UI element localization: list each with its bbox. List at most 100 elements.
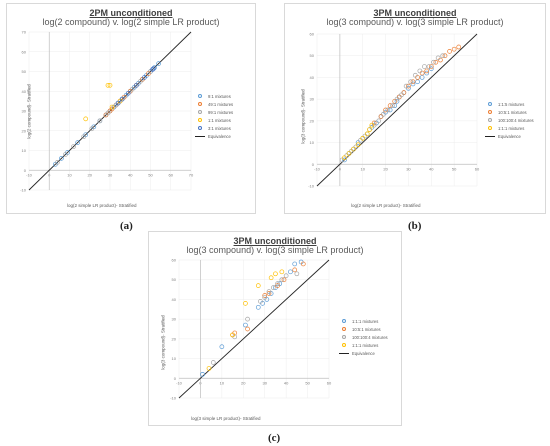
legend-marker-icon xyxy=(485,125,495,131)
data-point xyxy=(367,127,372,132)
data-point xyxy=(262,295,268,300)
y-tick-label: 60 xyxy=(22,49,27,54)
x-tick-label: 70 xyxy=(189,172,194,177)
data-point xyxy=(156,61,161,66)
data-point xyxy=(142,75,147,80)
data-point xyxy=(119,96,125,102)
data-point xyxy=(415,79,420,85)
x-tick-label: 30 xyxy=(406,166,411,171)
chart-b-title-bold: 3PM unconditioned xyxy=(373,8,457,18)
data-point xyxy=(255,283,261,288)
caption-c: (c) xyxy=(268,432,281,444)
legend-marker-icon xyxy=(195,125,205,131)
y-tick-label: 40 xyxy=(22,89,27,94)
y-tick-label: 0 xyxy=(24,168,27,173)
data-point xyxy=(243,301,248,306)
y-tick-label: 10 xyxy=(172,356,177,361)
data-point xyxy=(105,82,111,88)
legend-label: Equivalence xyxy=(208,133,231,139)
legend-marker-icon xyxy=(195,109,205,115)
legend-entry: 1:1:1 mixtures xyxy=(485,124,534,132)
legend-marker-circle xyxy=(198,94,202,98)
data-point xyxy=(385,107,391,113)
data-point xyxy=(275,281,280,287)
legend-entry: 1:1:1 mixtures xyxy=(339,317,388,325)
data-point xyxy=(412,72,418,78)
chart-panel-a: 2PM unconditioned log(2 compound) v. log… xyxy=(6,3,256,214)
data-point xyxy=(105,110,111,116)
legend-entry: 99:1 mixtures xyxy=(195,108,233,116)
data-point xyxy=(83,116,89,122)
data-point xyxy=(426,64,432,69)
legend-marker-icon xyxy=(195,117,205,123)
y-tick-label: 50 xyxy=(172,277,177,282)
chart-c-title: log(3 compound) v. log(3 simple LR produ… xyxy=(186,245,364,255)
chart-b-xlabel: log(2 simple LR product)- Stratified xyxy=(351,203,421,208)
y-tick-label: 30 xyxy=(172,317,177,322)
data-point xyxy=(346,151,352,156)
legend-entry: 1:1 mixtures xyxy=(195,116,233,124)
data-point xyxy=(342,155,347,161)
data-point xyxy=(376,118,382,124)
legend-marker-icon xyxy=(339,342,349,348)
x-tick-label: 60 xyxy=(327,380,332,385)
legend-entry: 100:100:4 mixtures xyxy=(485,116,534,124)
data-point xyxy=(456,44,462,50)
data-point xyxy=(275,283,280,288)
legend-entry-equivalence: Equivalence xyxy=(485,132,534,140)
legend-label: 10:5:1 mixtures xyxy=(498,109,527,115)
chart-a-legend: 9:1 mixtures 49:1 mixtures 99:1 mixtures 1:… xyxy=(195,92,233,140)
data-point xyxy=(369,122,375,128)
data-point xyxy=(292,267,298,273)
x-tick-label: 60 xyxy=(475,166,480,171)
data-point xyxy=(355,142,361,148)
legend-label: 1:1:1 mixtures xyxy=(352,342,379,348)
x-tick-label: 20 xyxy=(241,380,246,385)
x-tick-label: 60 xyxy=(169,172,174,177)
y-tick-label: 0 xyxy=(312,162,315,167)
legend-entry-equivalence: Equivalence xyxy=(195,132,233,140)
legend-marker-icon xyxy=(485,117,495,123)
data-point xyxy=(150,67,155,72)
data-point xyxy=(81,134,87,140)
y-tick-label: 30 xyxy=(310,97,315,102)
data-point xyxy=(129,86,135,92)
data-point xyxy=(394,98,400,104)
x-tick-label: 40 xyxy=(128,172,133,177)
data-point xyxy=(279,277,285,283)
data-point xyxy=(433,59,439,65)
data-point xyxy=(451,46,457,52)
legend-line-swatch xyxy=(485,135,495,137)
legend-label: 3:1 mixtures xyxy=(208,125,231,131)
legend-marker-circle xyxy=(488,126,492,130)
legend-line-swatch xyxy=(195,135,205,137)
data-point xyxy=(206,366,212,371)
data-point xyxy=(138,79,143,84)
legend-marker-icon xyxy=(485,109,495,115)
equivalence-line xyxy=(316,33,478,187)
data-point xyxy=(210,360,216,365)
data-point xyxy=(283,273,289,279)
x-tick-label: 20 xyxy=(383,166,388,171)
legend-marker-circle xyxy=(488,110,492,114)
data-point xyxy=(109,104,115,110)
legend-label: 1:1:5 mixtures xyxy=(498,101,525,107)
legend-label: Equivalence xyxy=(498,133,521,139)
legend-label: 1:1:1 mixtures xyxy=(352,318,379,324)
data-point xyxy=(63,152,68,157)
data-point xyxy=(133,82,139,88)
data-point xyxy=(383,107,388,113)
legend-line-icon xyxy=(485,133,495,139)
legend-marker-icon xyxy=(485,101,495,107)
legend-marker-circle xyxy=(342,319,346,323)
y-tick-label: 20 xyxy=(172,336,177,341)
legend-label: 49:1 mixtures xyxy=(208,101,234,107)
data-point xyxy=(431,59,436,65)
data-point xyxy=(417,68,423,74)
legend-entry: 1:1:1 mixtures xyxy=(339,341,388,349)
y-tick-label: 50 xyxy=(22,69,27,74)
y-tick-label: 10 xyxy=(22,148,27,153)
caption-a: (a) xyxy=(120,220,133,232)
data-point xyxy=(151,66,156,71)
data-point xyxy=(266,289,272,294)
